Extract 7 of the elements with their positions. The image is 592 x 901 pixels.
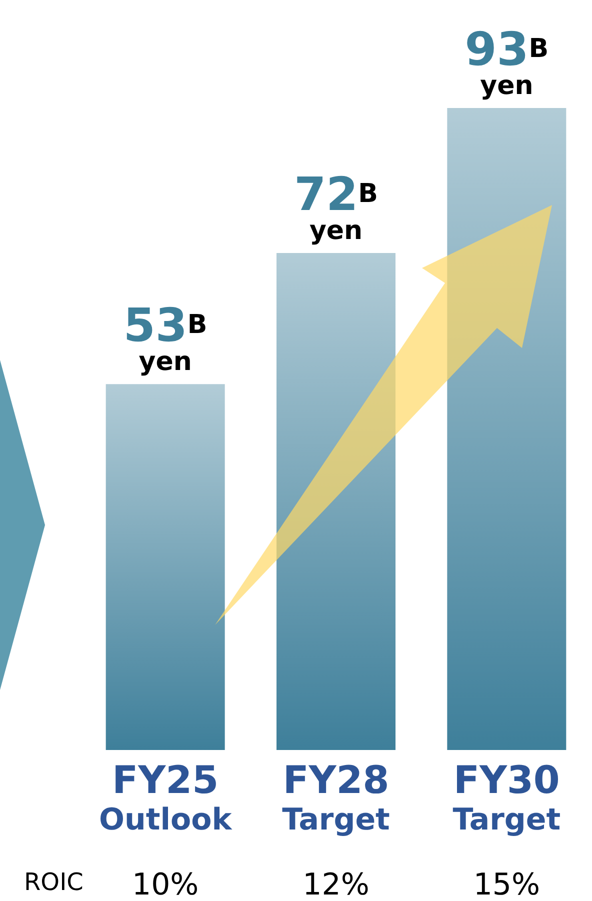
text: ROIC bbox=[24, 868, 84, 896]
x-tick-label: FY28 Target bbox=[282, 758, 390, 838]
x-tick-label: FY30 Target bbox=[452, 758, 561, 838]
text: 12% bbox=[302, 868, 370, 901]
text: 10% bbox=[132, 868, 199, 901]
x-tick-label: FY25 Outlook bbox=[99, 758, 233, 838]
text: 15% bbox=[473, 868, 540, 901]
